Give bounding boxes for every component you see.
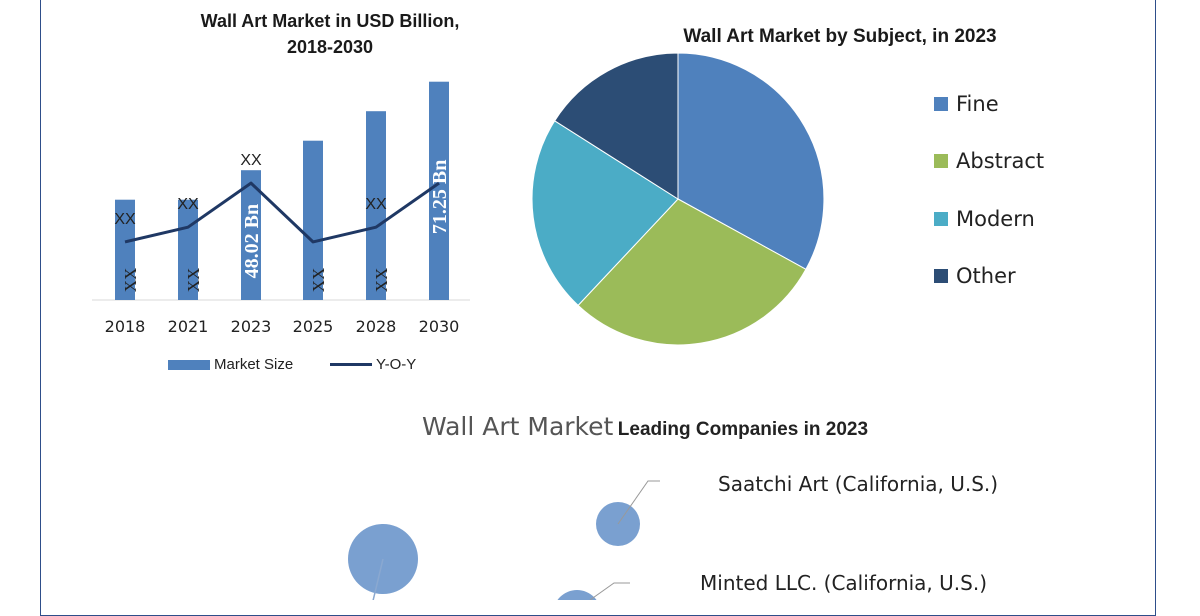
x-tick-label-2030: 2030: [419, 317, 460, 336]
legend-market-size-label: Market Size: [214, 356, 294, 373]
legend-yoy-swatch: [330, 363, 372, 366]
x-tick-label-2023: 2023: [231, 317, 272, 336]
pie-legend-fine-label: Fine: [956, 92, 999, 116]
charts-canvas: 2018 XX 2021 XX 2023 48.02 Bn 2025 XX 2028 XX 2030…: [92, 52, 825, 600]
x-tick-label-2021: 2021: [168, 317, 209, 336]
pie-legend-other-swatch: [934, 269, 948, 283]
pie-slice-other: [554, 52, 679, 200]
yoy-label-2021: XX: [177, 196, 199, 213]
pie-legend-fine: Fine: [934, 92, 999, 116]
bar-data-label-2028: XX: [372, 268, 391, 293]
pie-legend-abstract-label: Abstract: [956, 149, 1045, 173]
pie-legend-modern-swatch: [934, 212, 948, 226]
bar-data-label-2018: XX: [121, 268, 140, 293]
x-tick-label-2018: 2018: [105, 317, 146, 336]
pie-legend-other-label: Other: [956, 264, 1016, 288]
company-bubble-minted: [557, 590, 597, 600]
bar-2025: [303, 140, 323, 300]
legend-yoy-label: Y-O-Y: [376, 356, 417, 373]
company-bubble-large-leader: [372, 558, 384, 600]
legend-yoy: Y-O-Y: [330, 356, 416, 373]
legend-market-size: Market Size: [168, 356, 293, 373]
bar-chart-title-line1: Wall Art Market in USD Billion,: [200, 11, 460, 31]
pie-slice-abstract: [577, 198, 807, 346]
bar-data-label-2025: XX: [309, 268, 328, 293]
yoy-label-2018: XX: [114, 211, 136, 228]
bar-data-label-2021: XX: [184, 268, 203, 293]
company-leader-minted: [589, 582, 630, 600]
pie-slice-modern: [531, 120, 679, 307]
legend-market-size-swatch: [168, 359, 210, 370]
bar-data-label-2030: 71.25 Bn: [429, 160, 451, 234]
pie-legend-other: Other: [934, 264, 1016, 288]
company-label-minted: Minted LLC. (California, U.S.): [700, 571, 987, 595]
bar-2030: [429, 81, 449, 300]
bar-2018: [115, 199, 135, 300]
pie-legend-modern-label: Modern: [956, 207, 1035, 231]
pie-chart-title: Wall Art Market by Subject, in 2023: [683, 26, 997, 47]
company-leader-saatchi: [617, 480, 660, 525]
pie-legend-modern: Modern: [934, 207, 1035, 231]
bar-2023: [241, 170, 261, 300]
leading-companies-title: Wall Art Market Leading Companies in 202…: [330, 412, 960, 441]
bar-chart-title-line2: 2018-2030: [286, 37, 374, 57]
leading-companies-title-part1: Wall Art Market: [421, 412, 614, 441]
x-tick-label-2028: 2028: [356, 317, 397, 336]
pie-slice-fine: [677, 52, 825, 270]
pie-legend-abstract: Abstract: [934, 149, 1044, 173]
bar-chart-title: Wall Art Market in USD Billion, 2018-203…: [130, 8, 530, 60]
leading-companies-title-part2: Leading Companies in 2023: [617, 419, 869, 440]
pie-legend-abstract-swatch: [934, 154, 948, 168]
pie-legend-fine-swatch: [934, 97, 948, 111]
yoy-label-2023: XX: [240, 152, 262, 169]
bar-data-label-2023: 48.02 Bn: [241, 204, 263, 278]
yoy-line: [124, 181, 440, 244]
yoy-label-2028: XX: [365, 196, 387, 213]
company-label-saatchi: Saatchi Art (California, U.S.): [718, 472, 999, 496]
bar-2028: [366, 111, 386, 300]
x-tick-label-2025: 2025: [293, 317, 334, 336]
